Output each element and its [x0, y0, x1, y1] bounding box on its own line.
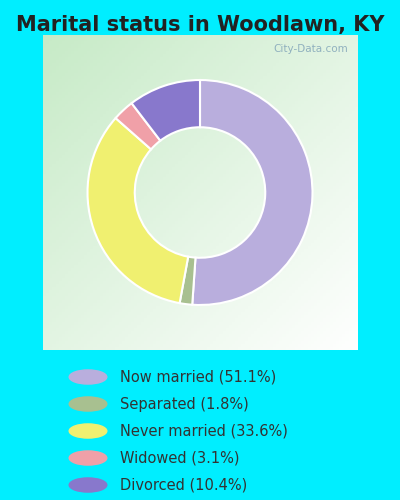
Wedge shape — [180, 256, 196, 304]
Wedge shape — [116, 103, 160, 150]
Text: City-Data.com: City-Data.com — [273, 44, 348, 54]
Text: Marital status in Woodlawn, KY: Marital status in Woodlawn, KY — [16, 15, 384, 35]
Circle shape — [69, 397, 107, 411]
Circle shape — [69, 370, 107, 384]
Wedge shape — [192, 80, 312, 305]
Text: Now married (51.1%): Now married (51.1%) — [120, 370, 276, 384]
Text: Separated (1.8%): Separated (1.8%) — [120, 396, 249, 411]
Text: Widowed (3.1%): Widowed (3.1%) — [120, 450, 240, 466]
Circle shape — [69, 451, 107, 465]
Text: Never married (33.6%): Never married (33.6%) — [120, 424, 288, 438]
Wedge shape — [132, 80, 200, 140]
Wedge shape — [88, 118, 188, 303]
Text: Divorced (10.4%): Divorced (10.4%) — [120, 478, 247, 492]
Circle shape — [69, 478, 107, 492]
Circle shape — [69, 424, 107, 438]
